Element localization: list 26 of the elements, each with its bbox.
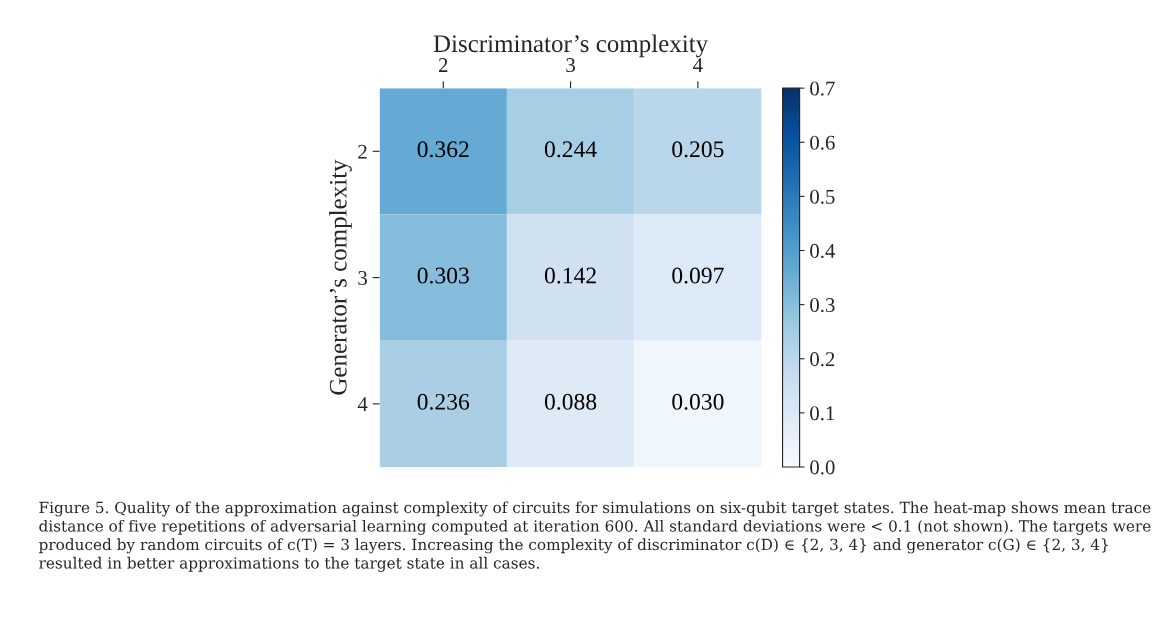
y-axis-title: Generator’s complexity xyxy=(329,159,352,395)
data-label: 0.088 xyxy=(544,393,597,410)
y-tick-label: 3 xyxy=(358,270,367,285)
y-tick-label: 4 xyxy=(357,397,368,412)
data-label: 0.236 xyxy=(417,393,470,410)
data-label: 0.244 xyxy=(544,141,597,158)
x-tick-label: 3 xyxy=(566,58,575,73)
color-bar-label: 0.3 xyxy=(810,297,835,313)
y-tick-label: 2 xyxy=(358,144,367,159)
color-bar-label: 0.6 xyxy=(810,135,835,150)
data-label: 0.303 xyxy=(417,267,469,284)
color-bar-label: 0.4 xyxy=(810,243,836,259)
data-label: 0.362 xyxy=(417,141,469,158)
x-tick-label: 4 xyxy=(693,58,703,72)
color-bar-label: 0.5 xyxy=(810,189,835,204)
data-label: 0.097 xyxy=(672,267,724,284)
x-axis-title: Discriminator’s complexity xyxy=(433,34,709,58)
color-bar-label: 0.7 xyxy=(810,81,835,96)
data-label: 0.142 xyxy=(544,267,596,284)
data-label: 0.205 xyxy=(672,141,724,158)
data-label: 0.030 xyxy=(672,393,724,410)
color-bar-label: 0.0 xyxy=(810,460,835,475)
color-bar-label: 0.2 xyxy=(810,352,835,367)
x-tick-label: 2 xyxy=(438,58,448,72)
caption: Figure 5. Quality of the approximation against complexity of circuits for simulations on six-qubit target states. The heat-map shows mean trace distance of five repetitions of adversarial learning computed at iteration 600. All standard deviations were < 0.1 (not shown). The targets were produced by random circuits of c(T) = 3 layers. Increasing the complexity of discriminator c(D) ∈ {2, 3, 4} and generator c(G) ∈ {2, 3, 4} resulted in better approximations to the target state in all cases. xyxy=(38,501,1151,572)
color-bar-label: 0.1 xyxy=(810,406,835,421)
